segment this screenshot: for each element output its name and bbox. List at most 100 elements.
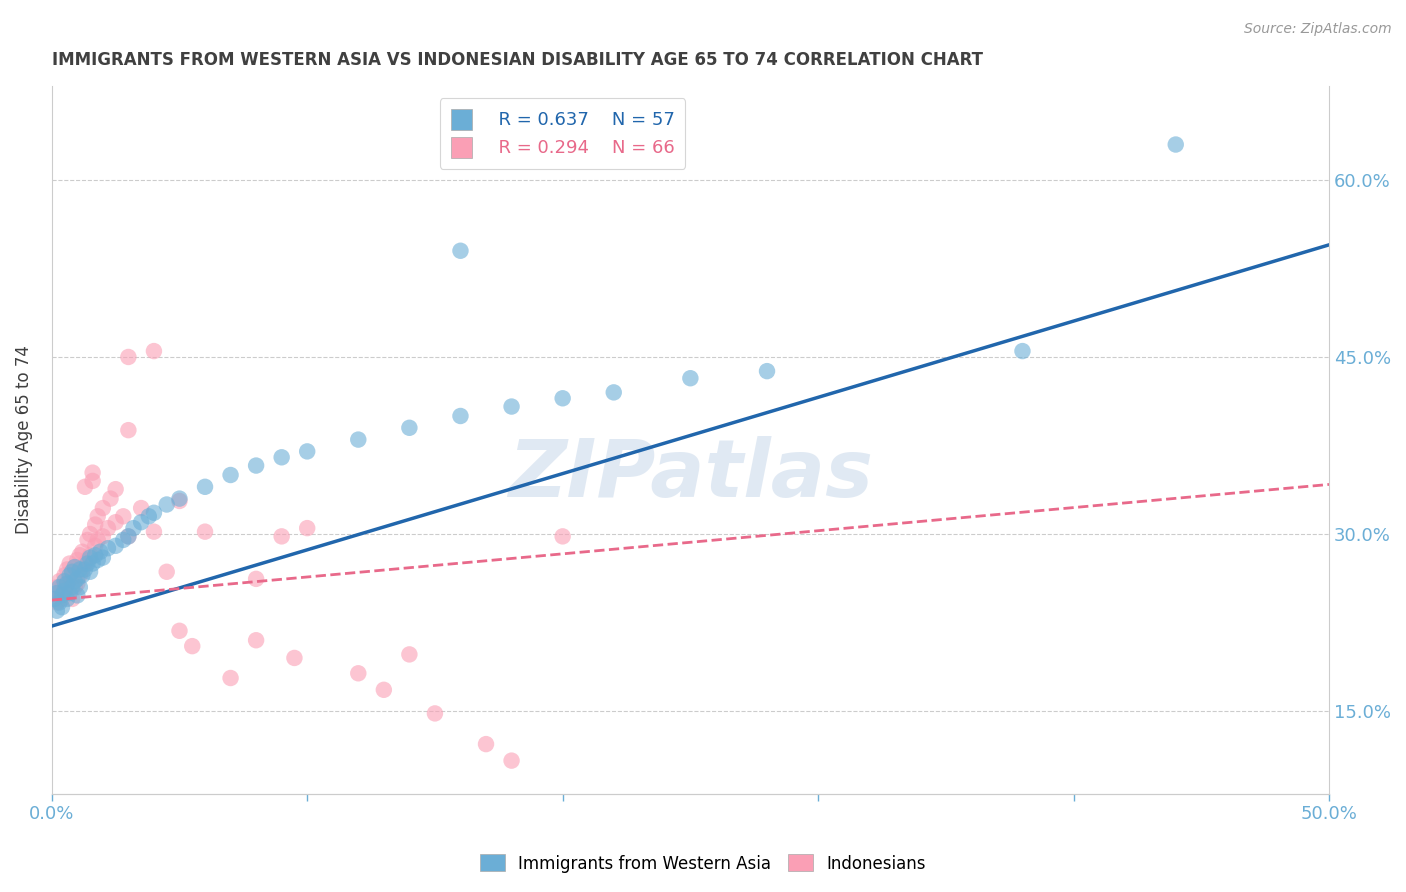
Point (73, 557, 96, 571)
Point (270, 450, 292, 465)
Point (45, 604, 67, 618)
Point (63, 560, 86, 574)
Point (82, 466, 104, 480)
Point (603, 385, 626, 400)
Point (66, 588, 89, 602)
Point (56, 576, 79, 591)
Point (51, 600, 73, 615)
Point (295, 521, 318, 535)
Point (66, 572, 89, 586)
Point (53, 583, 76, 598)
Point (551, 529, 574, 543)
Point (104, 539, 127, 553)
Point (156, 565, 179, 579)
Point (79, 550, 101, 565)
Point (156, 498, 179, 512)
Point (501, 754, 523, 768)
Point (347, 666, 370, 681)
Point (398, 421, 420, 435)
Point (91, 550, 114, 565)
Point (295, 444, 318, 458)
Point (129, 501, 152, 516)
Point (270, 529, 292, 543)
Point (679, 371, 702, 385)
Text: IMMIGRANTS FROM WESTERN ASIA VS INDONESIAN DISABILITY AGE 65 TO 74 CORRELATION C: IMMIGRANTS FROM WESTERN ASIA VS INDONESI… (52, 51, 983, 69)
Point (60, 565, 83, 579)
Point (60, 580, 83, 594)
Point (69, 568, 91, 582)
Point (72, 562, 94, 576)
Point (69, 548, 91, 562)
Point (1011, 344, 1033, 359)
Legend: Immigrants from Western Asia, Indonesians: Immigrants from Western Asia, Indonesian… (474, 847, 932, 880)
Point (97, 521, 120, 535)
Point (283, 651, 305, 665)
Point (48, 586, 70, 600)
Point (63, 580, 86, 594)
Point (87, 533, 110, 547)
Point (82, 474, 104, 488)
Point (112, 533, 135, 547)
Point (59, 572, 82, 586)
Point (79, 527, 101, 541)
Point (72, 568, 94, 582)
Point (56, 576, 79, 591)
Point (48, 574, 70, 589)
Point (82, 557, 104, 571)
Point (194, 480, 217, 494)
Point (56, 591, 79, 606)
Point (84, 548, 107, 562)
Point (373, 682, 395, 697)
Point (76, 557, 98, 571)
Point (117, 529, 139, 543)
Point (89, 545, 111, 559)
Point (245, 572, 267, 586)
Point (44, 588, 66, 602)
Point (347, 433, 370, 447)
Point (76, 553, 98, 567)
Point (423, 706, 446, 721)
Point (117, 423, 139, 437)
Point (69, 562, 91, 576)
Point (100, 491, 122, 506)
Point (51, 588, 73, 602)
Point (63, 574, 86, 589)
Point (219, 468, 242, 483)
Point (79, 565, 101, 579)
Point (59, 557, 82, 571)
Point (245, 458, 267, 473)
Point (756, 364, 779, 378)
Point (44, 591, 66, 606)
Point (450, 409, 472, 423)
Point (398, 648, 420, 662)
Point (73, 562, 96, 576)
Point (181, 639, 204, 653)
Point (501, 400, 523, 414)
Point (194, 524, 217, 539)
Point (45, 586, 67, 600)
Point (63, 560, 86, 574)
Point (76, 533, 98, 547)
Point (84, 539, 107, 553)
Point (219, 671, 242, 685)
Point (87, 553, 110, 567)
Point (59, 568, 82, 582)
Point (97, 541, 120, 556)
Point (72, 545, 94, 559)
Point (112, 509, 135, 524)
Point (104, 515, 127, 529)
Point (45, 580, 67, 594)
Point (117, 529, 139, 543)
Point (79, 548, 101, 562)
Point (45, 595, 67, 609)
Point (53, 574, 76, 589)
Point (73, 480, 96, 494)
Point (69, 580, 91, 594)
Point (66, 553, 89, 567)
Point (1164, 137, 1187, 152)
Y-axis label: Disability Age 65 to 74: Disability Age 65 to 74 (15, 345, 32, 534)
Point (87, 509, 110, 524)
Point (169, 494, 191, 508)
Point (142, 344, 165, 359)
Point (169, 624, 191, 638)
